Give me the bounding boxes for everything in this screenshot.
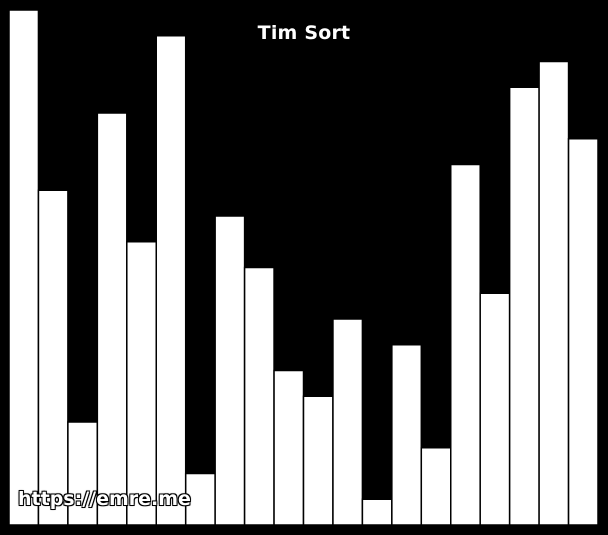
bar-17 xyxy=(479,292,511,526)
bar-9 xyxy=(243,266,275,526)
bar-12 xyxy=(332,318,364,526)
bar-11 xyxy=(302,395,334,526)
bar-4 xyxy=(96,112,128,526)
bar-13 xyxy=(361,498,393,526)
bar-10 xyxy=(273,369,305,526)
bar-15 xyxy=(420,447,452,526)
bar-2 xyxy=(37,189,69,526)
bar-1 xyxy=(8,9,40,526)
bar-18 xyxy=(508,86,540,526)
bar-6 xyxy=(155,35,187,526)
bar-20 xyxy=(567,138,599,526)
bar-8 xyxy=(214,215,246,526)
watermark-link: https://emre.me xyxy=(18,488,191,510)
bar-19 xyxy=(538,60,570,526)
bar-3 xyxy=(67,421,99,526)
bar-14 xyxy=(391,344,423,526)
chart-title: Tim Sort xyxy=(257,22,351,44)
bar-5 xyxy=(126,241,158,526)
bar-16 xyxy=(450,163,481,526)
bar-7 xyxy=(184,472,216,526)
